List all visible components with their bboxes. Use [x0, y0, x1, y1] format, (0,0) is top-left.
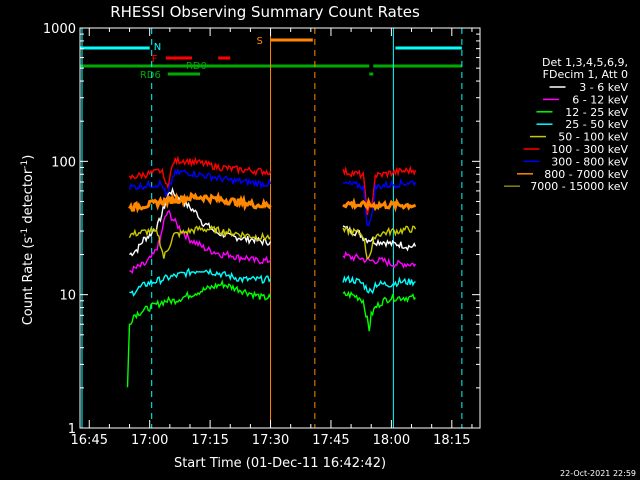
- legend-item-label: 7000 - 15000 keV: [530, 180, 628, 193]
- legend-item-label: 25 - 50 keV: [565, 118, 628, 131]
- y-axis-label: Count Rate (s-1 detector-1): [20, 155, 36, 326]
- series-line: [128, 191, 272, 214]
- y-tick-label: 10: [59, 289, 76, 304]
- x-tick-label: 17:45: [312, 433, 349, 448]
- series-line: [342, 196, 417, 213]
- plot-area: [79, 27, 481, 429]
- series-line: [129, 209, 271, 275]
- series-line: [129, 267, 272, 297]
- y-axis-label-sup2: -1: [20, 160, 30, 169]
- y-axis-ticks: 1 10 100 1000: [43, 22, 480, 437]
- x-tick-label: 17:15: [191, 433, 228, 448]
- legend-item-label: 3 - 6 keV: [579, 81, 628, 94]
- legend-item-label: 800 - 7000 keV: [544, 168, 628, 181]
- y-axis-label-part3: ): [21, 155, 36, 160]
- legend-item-label: 6 - 12 keV: [572, 93, 628, 106]
- series-lines: [126, 155, 417, 388]
- series-line: [342, 250, 417, 269]
- state-label-rd6: RD6: [140, 70, 161, 81]
- footer-timestamp: 22-Oct-2021 22:59: [560, 469, 636, 478]
- legend-header-2: FDecim 1, Att 0: [543, 68, 628, 81]
- state-label-s: S: [257, 36, 263, 47]
- series-line: [342, 225, 417, 252]
- series-line: [342, 177, 417, 227]
- y-axis-label-part1: Count Rate (s: [21, 237, 36, 326]
- chart-title: RHESSI Observing Summary Count Rates: [110, 3, 420, 21]
- x-tick-label: 16:45: [71, 433, 108, 448]
- state-label-rd0: RD0: [186, 61, 207, 72]
- y-tick-label: 1000: [43, 22, 76, 37]
- legend-item-label: 100 - 300 keV: [551, 143, 628, 156]
- state-label-n: N: [154, 42, 161, 53]
- series-line: [128, 168, 272, 198]
- x-tick-label: 17:00: [131, 433, 168, 448]
- series-line: [126, 279, 272, 388]
- y-axis-label-part2: detector: [21, 168, 36, 228]
- legend-header-1: Det 1,3,4,5,6,9,: [542, 56, 628, 69]
- series-line: [342, 290, 417, 332]
- legend-item-label: 300 - 800 keV: [551, 155, 628, 168]
- x-axis-label: Start Time (01-Dec-11 16:42:42): [174, 456, 386, 471]
- series-line: [342, 225, 417, 260]
- y-axis-label-sup1: -1: [20, 228, 30, 237]
- series-line: [128, 225, 272, 259]
- legend-item-label: 12 - 25 keV: [565, 106, 628, 119]
- y-tick-label: 100: [51, 155, 76, 170]
- series-line: [129, 186, 272, 257]
- x-tick-label: 18:00: [373, 433, 410, 448]
- series-line: [128, 155, 272, 189]
- series-line: [342, 165, 417, 216]
- instrument-bars: N S F RD0 RD6: [80, 36, 462, 81]
- series-line: [342, 275, 416, 295]
- state-label-f: F: [152, 54, 158, 65]
- y-tick-label: 1: [68, 422, 76, 437]
- vertical-markers: [81, 28, 463, 428]
- x-axis-ticks: 16:45 17:00 17:15 17:30 17:45 18:00 18:15: [71, 28, 473, 448]
- x-tick-label: 17:30: [252, 433, 289, 448]
- legend-item-label: 50 - 100 keV: [558, 131, 628, 144]
- legend: Det 1,3,4,5,6,9, FDecim 1, Att 0 3 - 6 k…: [504, 56, 628, 193]
- x-tick-label: 18:15: [433, 433, 470, 448]
